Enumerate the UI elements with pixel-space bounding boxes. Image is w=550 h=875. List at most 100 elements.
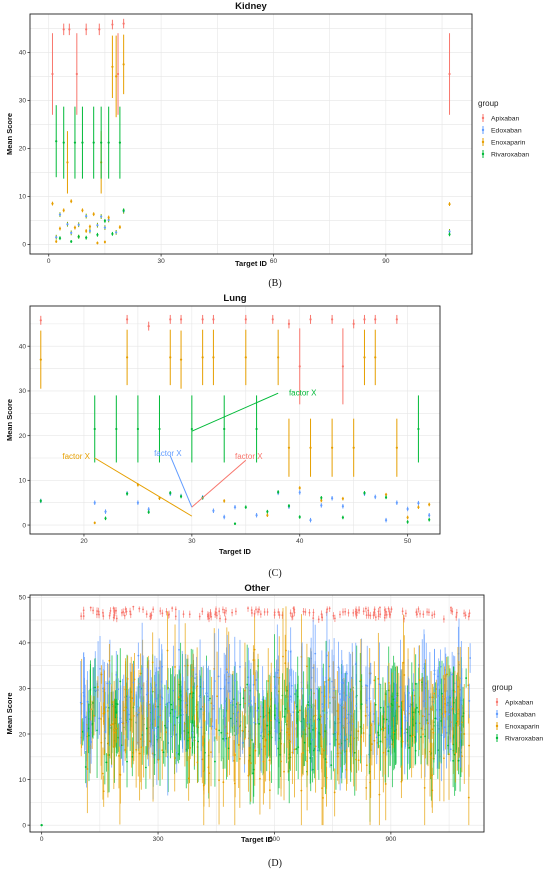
annotation-label: factor X [62,452,90,461]
data-point [373,702,376,780]
point-marker [192,692,195,695]
point-marker [247,607,249,610]
legend-label: Apixaban [491,115,520,122]
data-point [357,721,360,741]
data-point [129,610,132,619]
point-marker [174,710,177,713]
point-marker [401,610,404,613]
point-marker [96,610,98,612]
point-marker [331,497,334,500]
point-marker [94,686,97,689]
point-marker [288,695,291,697]
axis-ticks: 20 30 40 50 0 10 20 30 40 [19,344,412,545]
point-marker [227,747,230,750]
data-point [416,682,418,733]
point-marker [467,615,470,618]
point-marker [255,608,257,611]
point-marker [263,745,266,748]
data-point [165,608,168,616]
data-point [386,665,389,748]
point-marker [434,717,437,720]
data-point [223,499,226,503]
point-marker [209,697,211,700]
data-point [109,607,112,615]
point-marker [358,609,360,611]
data-point [412,673,415,708]
data-point [138,675,141,699]
data-point [395,418,398,477]
point-marker [392,698,395,701]
point-marker [90,708,92,711]
panel-label: (B) [268,278,281,289]
point-marker [116,72,120,76]
data-point [308,609,311,617]
point-marker [299,709,301,712]
point-marker [278,721,280,724]
point-marker [99,667,101,670]
data-point [118,225,121,230]
data-point [119,688,122,752]
point-marker [331,446,334,449]
data-point [251,609,253,617]
data-point [327,651,330,709]
data-point [179,494,183,499]
data-point [319,686,322,747]
point-marker [298,365,301,368]
data-point [375,710,378,765]
y-tick-label: 30 [19,686,27,693]
legend-item: Enoxaparin [495,722,540,730]
point-marker [382,751,385,754]
point-marker [314,745,317,748]
point-marker [244,506,247,509]
data-point [434,682,437,755]
data-point [449,737,452,762]
data-point [341,660,344,751]
data-point [103,225,107,230]
point-marker [292,711,295,714]
data-point [406,506,409,512]
point-marker [115,609,117,612]
data-point [465,668,468,688]
data-point [461,705,463,740]
y-tick-label: 0 [22,822,26,829]
point-marker [70,200,73,203]
point-marker [469,657,472,659]
data-point [277,694,279,741]
data-point [115,230,118,235]
point-marker [385,613,388,616]
data-point [417,395,420,463]
data-point [100,214,103,219]
point-marker [98,28,101,31]
x-tick-label: 0 [47,258,51,265]
point-marker [316,718,319,721]
point-marker [190,691,193,693]
data-point [115,713,118,743]
data-point [105,753,108,772]
data-point [377,612,380,620]
point-marker [80,615,83,618]
point-marker [448,202,451,206]
data-point [262,718,265,805]
data-point [85,229,88,233]
data-point [222,606,224,614]
point-marker [224,700,227,703]
point-marker [448,72,451,76]
point-marker [363,318,366,321]
point-marker [348,696,351,699]
point-marker [105,706,107,709]
x-tick-label: 30 [157,258,165,265]
data-point [322,675,325,739]
point-marker [140,746,143,749]
legend-title: group [478,99,499,108]
data-point [379,712,382,771]
point-marker [298,515,301,519]
point-marker [179,358,183,361]
point-marker [400,780,403,783]
point-marker [346,738,348,741]
data-point [463,684,466,784]
point-marker [458,708,460,711]
data-point [328,679,331,716]
data-point [298,328,301,405]
point-marker [357,759,360,762]
data-point [309,517,312,523]
